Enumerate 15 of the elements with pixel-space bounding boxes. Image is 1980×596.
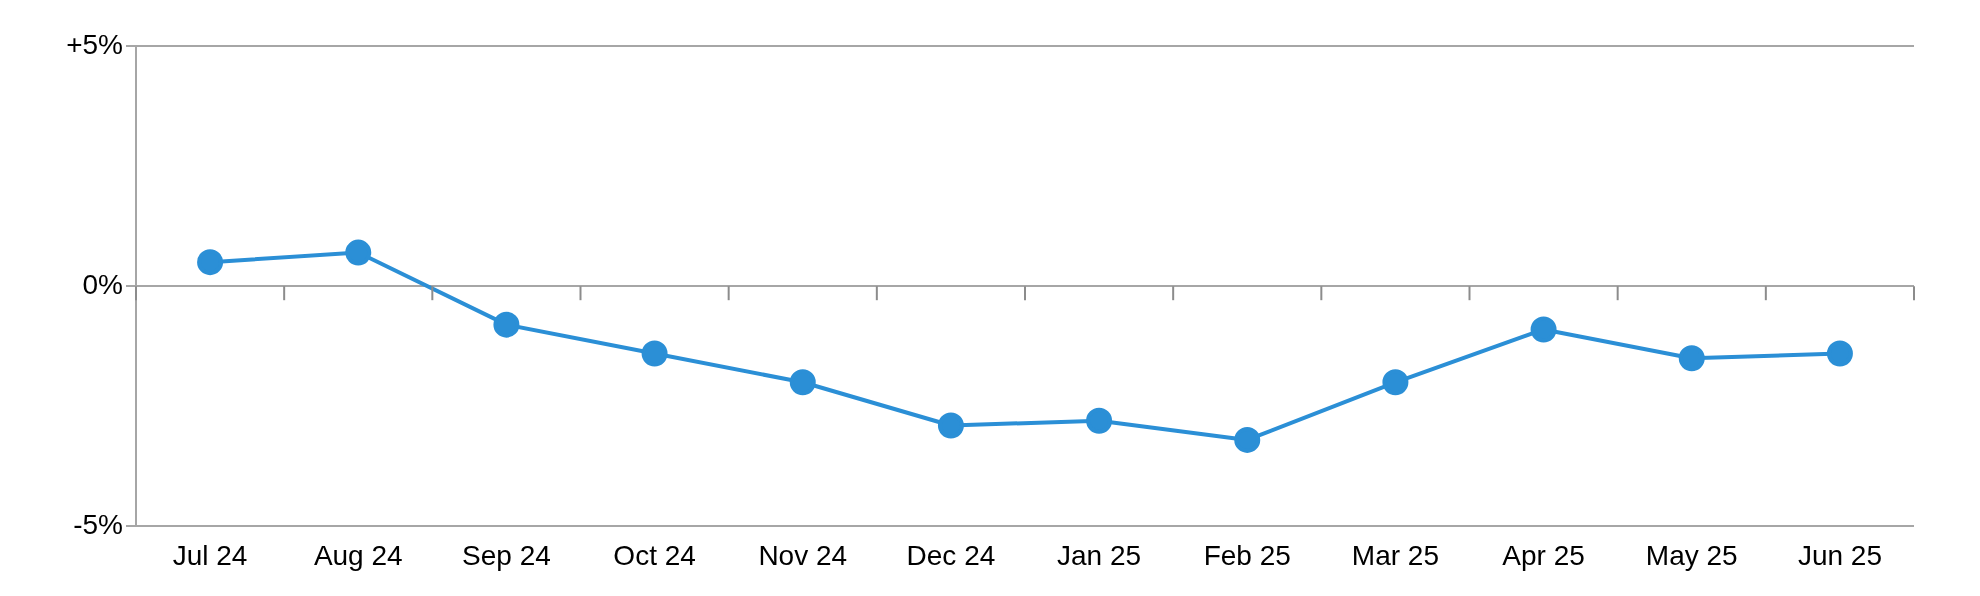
x-tick-label: Aug 24 <box>313 539 403 571</box>
x-tick-label: Mar 25 <box>1351 539 1439 571</box>
x-tick-label: Nov 24 <box>758 539 848 571</box>
x-tick-label: Jan 25 <box>1057 539 1142 571</box>
x-tick-label: Feb 25 <box>1203 539 1291 571</box>
x-tick-label: Jul 24 <box>172 539 248 571</box>
y-tick-label: -5% <box>73 509 123 541</box>
x-tick-label: Oct 24 <box>613 539 696 571</box>
x-tick-label: Dec 24 <box>906 539 996 571</box>
x-tick-label: Sep 24 <box>462 539 551 571</box>
x-tick-label: May 25 <box>1645 539 1738 571</box>
x-tick-label: Jun 25 <box>1797 539 1882 571</box>
y-tick-label: +5% <box>66 28 123 60</box>
x-tick-label: Apr 25 <box>1502 539 1585 571</box>
y-tick-label: 0% <box>82 268 123 300</box>
